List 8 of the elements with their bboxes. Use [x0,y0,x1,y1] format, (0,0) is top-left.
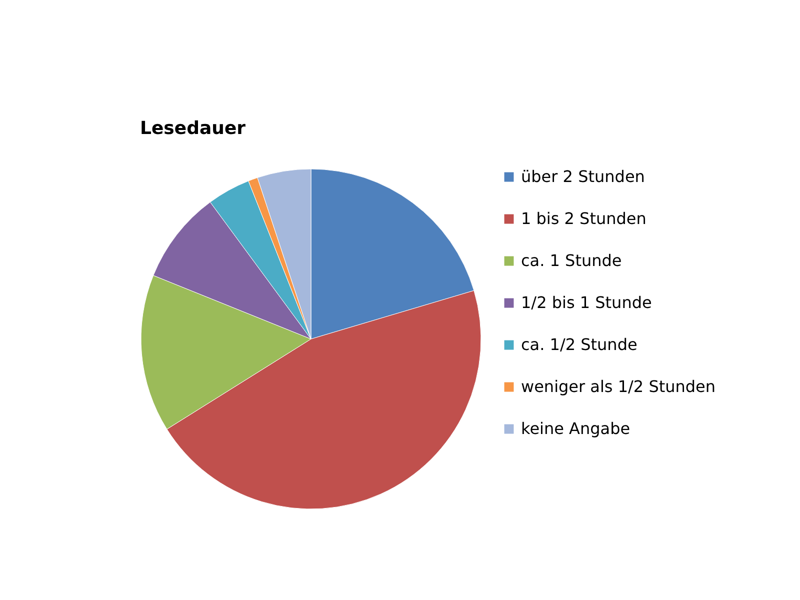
legend-label: weniger als 1/2 Stunden [521,377,716,396]
legend-label: keine Angabe [521,419,630,438]
legend-label: ca. 1 Stunde [521,251,622,270]
legend-label: 1 bis 2 Stunden [521,209,646,228]
legend-label: ca. 1/2 Stunde [521,335,638,354]
legend-label: 1/2 bis 1 Stunde [521,293,652,312]
chart-title: Lesedauer [140,118,246,139]
legend-label: über 2 Stunden [521,167,645,186]
